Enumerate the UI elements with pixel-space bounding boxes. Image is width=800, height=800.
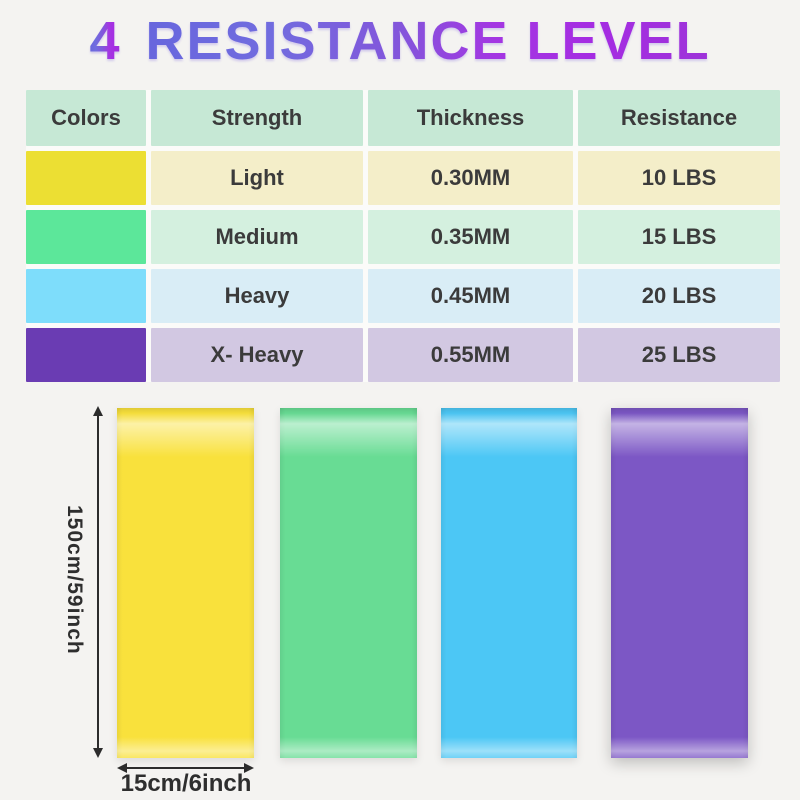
resistance-band-blue (441, 408, 577, 758)
resistance-band-yellow (117, 408, 254, 758)
arrow-down-head-icon (93, 748, 103, 758)
resistance-cell-light: 10 LBS (578, 151, 780, 205)
width-dimension-arrow-icon (117, 762, 254, 774)
length-dimension-label: 150cm/59inch (63, 504, 86, 655)
thickness-cell-xheavy: 0.55MM (368, 328, 573, 382)
thickness-cell-heavy: 0.45MM (368, 269, 573, 323)
resistance-band-green (280, 408, 417, 758)
color-swatch-green (26, 210, 146, 264)
color-swatch-yellow (26, 151, 146, 205)
page-title: 4 RESISTANCE LEVEL (0, 10, 800, 72)
resistance-cell-heavy: 20 LBS (578, 269, 780, 323)
width-dimension-label: 15cm/6inch (120, 770, 252, 797)
color-swatch-purple (26, 328, 146, 382)
strength-cell-heavy: Heavy (151, 269, 363, 323)
header-strength: Strength (151, 90, 363, 146)
title-text: RESISTANCE LEVEL (145, 11, 711, 71)
header-resistance: Resistance (578, 90, 780, 146)
header-thickness: Thickness (368, 90, 573, 146)
length-dimension-arrow-icon (92, 406, 104, 758)
strength-cell-xheavy: X- Heavy (151, 328, 363, 382)
strength-cell-light: Light (151, 151, 363, 205)
resistance-spec-table: Colors Strength Thickness Resistance Lig… (26, 90, 780, 382)
title-number: 4 (89, 11, 122, 71)
thickness-cell-light: 0.30MM (368, 151, 573, 205)
arrow-line (97, 410, 99, 754)
resistance-cell-xheavy: 25 LBS (578, 328, 780, 382)
color-swatch-blue (26, 269, 146, 323)
resistance-band-purple (611, 408, 748, 758)
header-colors: Colors (26, 90, 146, 146)
strength-cell-medium: Medium (151, 210, 363, 264)
arrow-right-head-icon (244, 763, 254, 773)
arrow-line (121, 767, 250, 769)
resistance-cell-medium: 15 LBS (578, 210, 780, 264)
thickness-cell-medium: 0.35MM (368, 210, 573, 264)
